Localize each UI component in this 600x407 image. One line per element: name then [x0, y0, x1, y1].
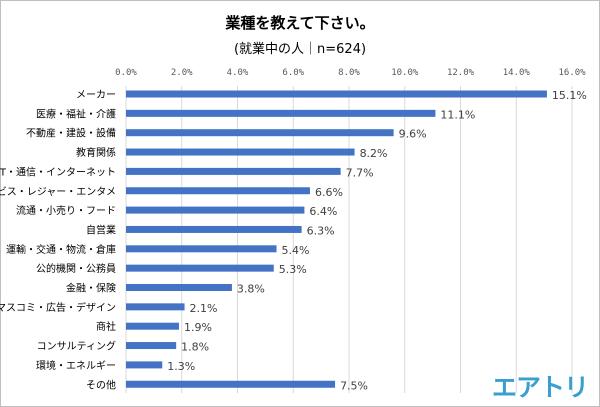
bar: [126, 322, 179, 330]
tick-label: 14.0%: [503, 68, 531, 78]
category-label: 環境・エネルギー: [36, 359, 116, 372]
data-label: 5.4%: [282, 244, 310, 257]
tick-label: 4.0%: [227, 68, 249, 78]
category-label: 商社: [96, 320, 116, 333]
chart-title: 業種を教えて下さい。: [225, 14, 375, 32]
tick-label: 0.0%: [115, 68, 137, 78]
data-label: 1.3%: [167, 360, 195, 373]
bar: [126, 380, 336, 388]
category-label: 医療・福祉・介護: [36, 107, 116, 120]
bar: [126, 206, 305, 214]
data-label: 6.3%: [307, 224, 335, 237]
data-label: 5.3%: [279, 263, 307, 276]
tick-label: 10.0%: [391, 68, 419, 78]
bar: [126, 284, 232, 291]
tick-label: 2.0%: [171, 68, 193, 78]
bar: [126, 187, 310, 195]
bar: [126, 148, 355, 156]
bar: [126, 167, 341, 175]
bar: [126, 90, 547, 98]
tick-label: 6.0%: [282, 68, 304, 78]
category-label: メーカー: [76, 89, 116, 101]
bar: [126, 361, 163, 369]
data-label: 6.6%: [315, 186, 343, 199]
tick-label: 8.0%: [338, 68, 360, 78]
data-label: 6.4%: [309, 205, 337, 218]
bar: [126, 225, 302, 233]
category-label: サービス・レジャー・エンタメ: [0, 186, 116, 198]
data-label: 7.7%: [346, 166, 374, 179]
data-label: 11.1%: [440, 108, 475, 121]
category-label: 教育関係: [76, 146, 116, 159]
airtrip-logo: エアトリ: [492, 373, 589, 402]
category-label: 自営業: [86, 223, 116, 236]
category-label: コンサルティング: [37, 340, 116, 353]
category-label: IT・通信・インターネット: [0, 166, 116, 178]
chart-subtitle: (就業中の人｜n=624): [233, 42, 367, 57]
category-label: 流通・小売り・フード: [16, 204, 116, 217]
bar: [126, 342, 177, 350]
bar: [126, 264, 274, 272]
data-label: 9.6%: [399, 128, 427, 141]
bar: [126, 109, 436, 117]
bar: [126, 303, 185, 311]
tick-label: 16.0%: [558, 68, 586, 78]
data-label: 7.5%: [340, 379, 368, 392]
data-label: 1.9%: [184, 321, 212, 334]
data-label: 15.1%: [552, 89, 587, 102]
category-label: マスコミ・広告・デザイン: [0, 301, 116, 314]
data-label: 3.8%: [237, 283, 265, 296]
category-label: その他: [86, 378, 116, 391]
category-label: 金融・保険: [66, 282, 116, 295]
category-label: 不動産・建設・設備: [26, 127, 116, 140]
bar: [126, 245, 277, 253]
data-label: 1.8%: [181, 341, 209, 354]
data-label: 8.2%: [360, 147, 388, 160]
category-label: 運輸・交通・物流・倉庫: [6, 243, 116, 256]
data-label: 2.1%: [190, 302, 218, 315]
category-label: 公的機関・公務員: [36, 262, 116, 275]
bar: [126, 129, 394, 137]
tick-label: 12.0%: [447, 68, 475, 78]
